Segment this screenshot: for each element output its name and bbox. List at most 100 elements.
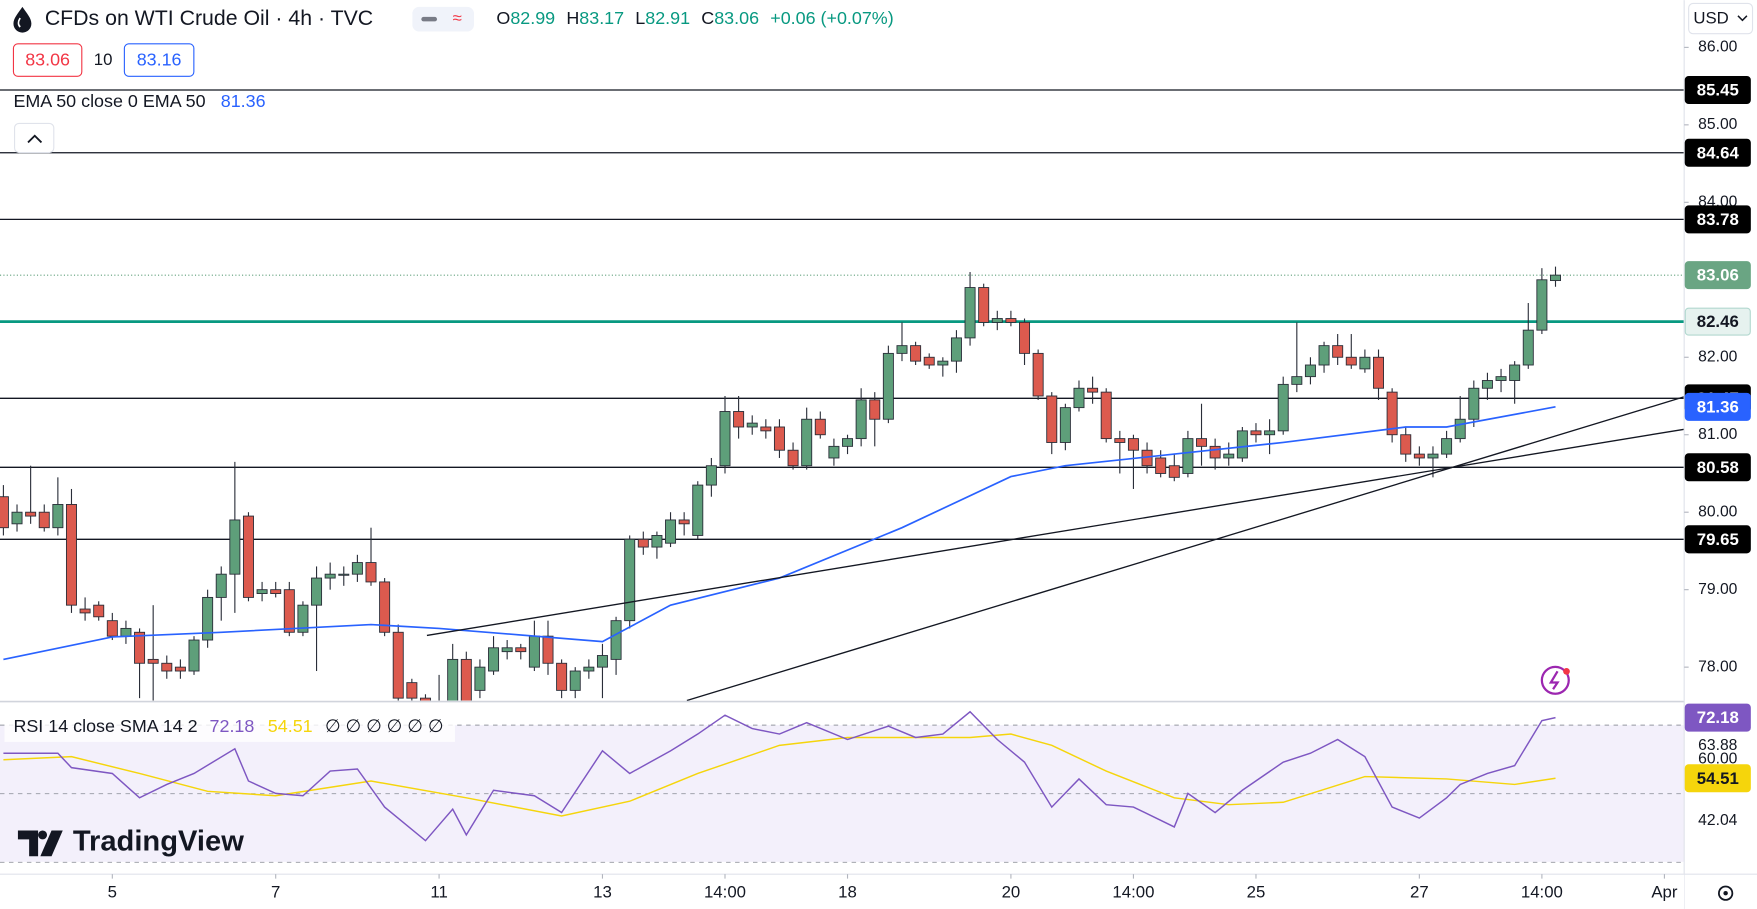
price-badge (1684, 261, 1751, 290)
candle-body (419, 697, 431, 701)
y-tick-label: 82.00 (1698, 348, 1738, 365)
candle-body (842, 438, 854, 447)
price-badge-label: 80.58 (1697, 458, 1739, 477)
alert-dot (1563, 667, 1570, 675)
candle-body (1318, 345, 1330, 366)
y-tick-label: 81.00 (1698, 426, 1738, 443)
candle-body (1468, 387, 1480, 420)
x-tick-label: 7 (271, 883, 280, 902)
candle-body (1236, 430, 1248, 459)
candle-body (801, 418, 813, 467)
candle-body (488, 647, 500, 672)
toggle-icon: ≈ (453, 9, 462, 28)
candle-body (760, 426, 772, 432)
candle-body (1386, 391, 1398, 436)
currency-button[interactable] (1688, 2, 1754, 35)
y-tick-label: 85.00 (1698, 116, 1738, 133)
candle-body (1454, 418, 1466, 440)
currency: USD (1693, 9, 1728, 28)
candle-body (1100, 391, 1112, 440)
candle-body (705, 465, 717, 486)
candle-body (637, 538, 649, 548)
candle-body (1332, 345, 1344, 358)
candle-body (447, 658, 459, 701)
candle-body (256, 589, 268, 594)
candle-body (1087, 387, 1099, 393)
candle-body (882, 352, 894, 420)
candle-body (379, 581, 391, 633)
trend-line (426, 428, 1685, 637)
logo-text: TradingView (73, 825, 244, 857)
candle-body (1168, 465, 1180, 478)
settings-icon[interactable] (1718, 885, 1734, 901)
candle-body (651, 534, 663, 548)
price-badge (1684, 453, 1751, 482)
candle-body (1059, 407, 1071, 443)
candle-body (501, 647, 513, 653)
ohlc-key: O (496, 8, 510, 28)
candle-body (896, 345, 908, 354)
candle-body (1019, 321, 1031, 354)
bid-box[interactable] (12, 43, 83, 77)
candle-body (1250, 430, 1262, 436)
ohlc-item: L82.91 (635, 8, 690, 28)
candle-body (556, 662, 568, 691)
candle-body (828, 445, 840, 459)
settings-icon-core (1723, 890, 1728, 896)
price-badge-label: 72.18 (1697, 708, 1739, 727)
ohlc-item: O82.99 (496, 8, 555, 28)
candle-body (978, 287, 990, 323)
candle-body (1413, 453, 1425, 459)
candle-body (733, 411, 745, 428)
x-tick-label: 11 (430, 883, 447, 902)
candle-body (678, 519, 690, 525)
candle-body (1114, 438, 1126, 443)
candle-body (229, 519, 241, 575)
candle-body (937, 360, 949, 366)
ohlc-key: L (635, 8, 645, 28)
candle-body (610, 620, 622, 660)
candle-body (474, 666, 486, 691)
rsi-legend-value: 72.18 (210, 716, 255, 736)
candle-body (0, 496, 9, 529)
candle-body (297, 604, 309, 633)
rsi-legend-extra: ∅ ∅ ∅ ∅ ∅ ∅ (325, 716, 443, 736)
candle-body (1073, 387, 1085, 409)
candle-body (270, 589, 282, 594)
ema-legend: EMA 50 close 0 EMA 50 (13, 91, 205, 111)
price-badge (1684, 525, 1751, 554)
candle-body (855, 399, 867, 440)
collapse-button[interactable] (14, 122, 55, 154)
header-toggles[interactable] (412, 6, 474, 32)
y-tick-label: 86.00 (1698, 39, 1738, 56)
price-badge-label: 81.36 (1697, 397, 1739, 416)
rsi-legend: RSI 14 close SMA 14 2 (13, 716, 197, 736)
y-tick-label: 78.00 (1698, 658, 1738, 675)
alert-icon[interactable] (1540, 665, 1570, 695)
price-pane (0, 89, 1685, 701)
candle-body (161, 662, 173, 672)
candle-body (665, 519, 677, 544)
candle-body (964, 287, 976, 339)
candle-body (338, 573, 350, 576)
candle-body (52, 504, 64, 529)
candle-body (120, 627, 132, 637)
candle-body (1032, 352, 1044, 397)
ask-box[interactable] (123, 43, 195, 77)
candle-body (93, 604, 105, 618)
candle-body (773, 426, 785, 451)
price-badge (1684, 205, 1751, 234)
logo-icon (17, 830, 63, 857)
candle-body (787, 449, 799, 467)
candle-body (38, 511, 50, 529)
candle-body (1509, 364, 1521, 381)
chart-title: CFDs on WTI Crude Oil · 4h · TVC (45, 6, 373, 30)
price-badge (1684, 703, 1751, 732)
price-badge (1684, 138, 1751, 167)
candle-body (950, 337, 962, 362)
candle-body (1005, 318, 1017, 323)
ema-line (3, 406, 1556, 661)
rsi-tick-label: 63.88 (1698, 737, 1738, 754)
candle-body (528, 635, 540, 668)
